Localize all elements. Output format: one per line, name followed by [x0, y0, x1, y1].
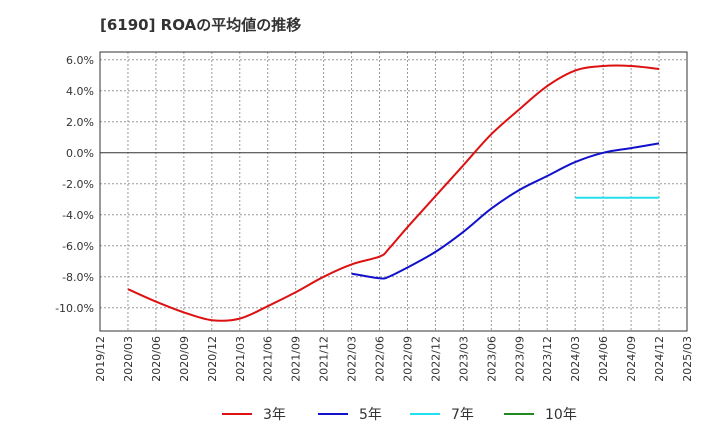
legend-label: 5年	[359, 407, 382, 423]
legend-label: 7年	[451, 407, 474, 423]
chart-title: [6190] ROAの平均値の推移	[100, 16, 302, 34]
y-tick-label: -4.0%	[62, 209, 94, 222]
legend-label: 3年	[263, 407, 286, 423]
y-tick-label: -10.0%	[55, 302, 94, 315]
y-tick-label: -2.0%	[62, 178, 94, 191]
plot-frame	[99, 51, 688, 332]
legend-label: 10年	[545, 407, 577, 423]
y-tick-label: 6.0%	[66, 54, 94, 67]
y-tick-label: 2.0%	[66, 116, 94, 129]
series-line-5年	[351, 142, 660, 280]
x-tick-label: 2025/03	[681, 336, 694, 382]
x-tick-label: 2022/12	[429, 336, 442, 382]
x-tick-label: 2022/06	[374, 336, 387, 382]
x-tick-label: 2020/09	[178, 336, 191, 382]
x-tick-label: 2023/06	[485, 336, 498, 382]
y-tick-label: 0.0%	[66, 147, 94, 160]
y-tick-label: 4.0%	[66, 85, 94, 98]
x-tick-label: 2024/06	[597, 336, 610, 382]
x-tick-label: 2021/06	[262, 336, 275, 382]
x-tick-label: 2021/03	[234, 336, 247, 382]
x-tick-label: 2022/09	[401, 336, 414, 382]
series-line-3年	[127, 64, 660, 322]
y-tick-label: -6.0%	[62, 240, 94, 253]
x-tick-label: 2020/06	[150, 336, 163, 382]
x-tick-label: 2023/12	[541, 336, 554, 382]
x-tick-label: 2020/12	[206, 336, 219, 382]
y-tick-label: -8.0%	[62, 271, 94, 284]
x-tick-label: 2021/09	[290, 336, 303, 382]
x-tick-label: 2024/09	[625, 336, 638, 382]
x-tick-label: 2020/03	[122, 336, 135, 382]
x-tick-label: 2024/12	[653, 336, 666, 382]
x-tick-label: 2019/12	[94, 336, 107, 382]
x-tick-label: 2021/12	[318, 336, 331, 382]
x-tick-label: 2023/03	[457, 336, 470, 382]
x-tick-label: 2023/09	[513, 336, 526, 382]
x-tick-label: 2024/03	[569, 336, 582, 382]
x-tick-label: 2022/03	[346, 336, 359, 382]
